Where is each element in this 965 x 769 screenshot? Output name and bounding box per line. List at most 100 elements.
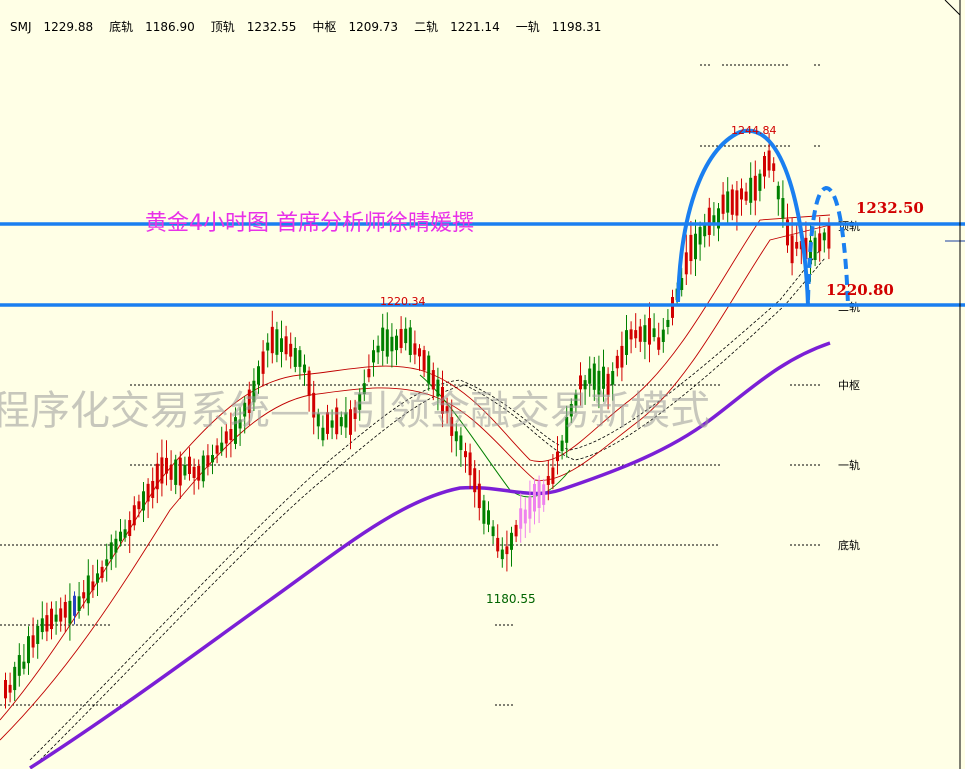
candle-body <box>344 412 348 428</box>
bottom-rail-value: 1186.90 <box>145 20 195 34</box>
candle-body <box>119 531 122 542</box>
candle-body <box>229 429 233 441</box>
indicator-header: SMJ 1229.88 底轨 1186.90 顶轨 1232.55 中枢 1209.73 二轨 1… <box>10 18 617 35</box>
candle-body <box>220 442 224 452</box>
candle-body <box>606 373 610 395</box>
watermark: 程序化交易系统——引领金融交易新模式 <box>0 388 710 434</box>
symbol-value: 1229.88 <box>43 20 94 34</box>
candle-body <box>247 389 251 413</box>
candle-body <box>694 233 697 260</box>
candle-body <box>560 440 564 452</box>
candle-body <box>749 177 753 203</box>
candle-body <box>4 679 7 699</box>
candle-body <box>31 635 35 648</box>
candle-body <box>224 431 228 444</box>
candle-body <box>611 371 615 385</box>
candle-body <box>569 404 573 417</box>
first-rail-label: 一轨 <box>515 20 540 34</box>
bottom-level-label: 底轨 <box>838 538 860 552</box>
candle-body <box>758 173 762 191</box>
candle-body <box>312 392 316 418</box>
candle-body <box>519 508 523 529</box>
corner-mark <box>944 0 961 16</box>
candle-body <box>252 380 256 403</box>
candle-body <box>427 355 431 384</box>
candle-body <box>776 185 780 200</box>
candle-body <box>123 529 127 538</box>
candle-body <box>243 402 247 417</box>
candle-body <box>372 350 375 363</box>
candle-body <box>574 393 578 406</box>
candle-body <box>542 484 546 505</box>
candle-body <box>197 465 201 481</box>
candle-body <box>625 330 628 355</box>
candle-body <box>763 155 766 177</box>
candle-body <box>583 380 587 390</box>
second-rail-label: 二轨 <box>414 20 439 34</box>
candle-body <box>349 409 352 435</box>
candle-body <box>602 366 605 389</box>
candle-body <box>82 592 86 599</box>
candle-body <box>238 419 242 429</box>
candle-body <box>321 427 325 441</box>
candle-body <box>698 227 702 245</box>
candle-body <box>781 198 785 219</box>
candle-body <box>399 328 403 348</box>
candle-body <box>40 618 44 633</box>
candle-body <box>404 328 408 344</box>
candle-body <box>362 383 366 395</box>
candle-body <box>510 532 513 550</box>
candle-body <box>652 328 656 338</box>
candle-body <box>615 355 619 369</box>
candle-body <box>491 526 495 537</box>
arch-solid <box>676 128 810 306</box>
first-level-label: 一轨 <box>838 458 860 472</box>
candle-body <box>54 614 58 622</box>
candle-body <box>418 348 421 357</box>
candle-body <box>661 329 665 342</box>
candle-body <box>201 455 205 482</box>
candle-body <box>556 451 559 462</box>
candle-body <box>707 207 711 235</box>
candle-body <box>109 542 113 560</box>
candle-body <box>597 370 601 395</box>
support-label: 1220.80 <box>826 281 894 299</box>
bottom-rail-label: 底轨 <box>109 20 134 34</box>
candle-body <box>22 661 26 669</box>
candle-body <box>528 496 532 519</box>
candle-body <box>657 337 661 350</box>
candle-body <box>703 222 707 237</box>
candle-body <box>307 370 311 396</box>
candle-body <box>551 467 555 484</box>
candle-body <box>183 465 187 476</box>
candle-body <box>730 189 734 215</box>
candle-body <box>717 208 720 229</box>
candle-body <box>487 510 490 525</box>
candle-body <box>270 326 274 354</box>
center-level-label: 中枢 <box>838 378 860 392</box>
candle-body <box>666 319 670 327</box>
candle-body <box>735 190 739 216</box>
candle-body <box>261 351 265 374</box>
candle-body <box>822 232 826 241</box>
candle-body <box>284 336 288 355</box>
candle-body <box>445 406 449 413</box>
red-moving-averages <box>0 214 831 741</box>
candle-body <box>726 191 730 213</box>
candle-body <box>68 600 72 624</box>
low-label: 1180.55 <box>486 592 536 606</box>
candle-body <box>105 559 109 566</box>
candle-body <box>137 501 141 510</box>
candle-body <box>178 457 182 486</box>
candle-body <box>59 608 63 622</box>
candle-body <box>482 500 486 524</box>
candle-body <box>358 393 362 410</box>
candle-body <box>86 575 90 604</box>
candle-body <box>146 483 150 502</box>
candle-body <box>413 343 417 355</box>
candle-body <box>257 366 260 385</box>
candle-body <box>772 163 776 171</box>
candle-body <box>477 483 481 509</box>
candle-body <box>275 329 279 355</box>
